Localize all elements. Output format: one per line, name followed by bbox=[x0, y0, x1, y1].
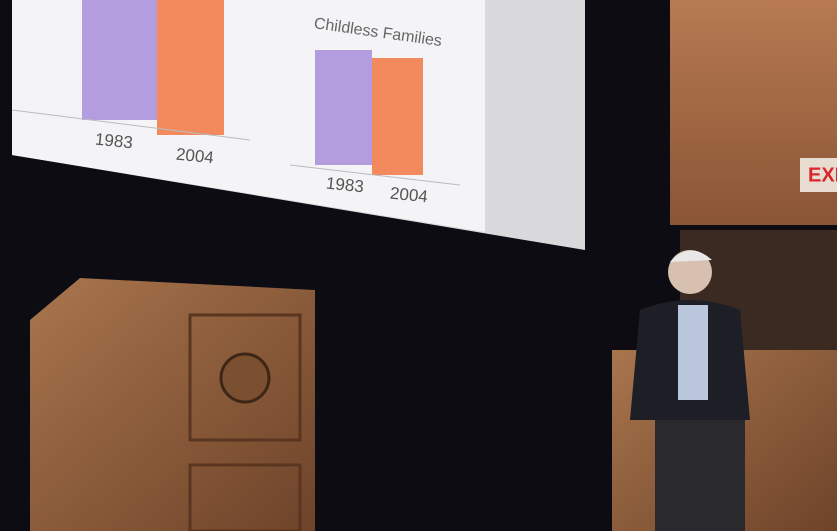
bar bbox=[315, 50, 372, 165]
bar bbox=[157, 0, 224, 135]
axis-line bbox=[289, 164, 461, 186]
bar-label: 2004 bbox=[389, 184, 429, 207]
bar-label: 1983 bbox=[325, 174, 365, 197]
exit-sign bbox=[800, 158, 837, 192]
bar bbox=[82, 0, 157, 120]
slide-chart-1: 1983 2004 bbox=[11, 0, 251, 168]
axis-line bbox=[11, 109, 251, 141]
bar-label: 1983 bbox=[94, 130, 134, 153]
bar-label: 2004 bbox=[175, 145, 215, 168]
bar bbox=[372, 58, 423, 175]
exit-text: EXI bbox=[808, 164, 837, 186]
podium bbox=[30, 278, 315, 531]
speaker bbox=[630, 250, 750, 531]
